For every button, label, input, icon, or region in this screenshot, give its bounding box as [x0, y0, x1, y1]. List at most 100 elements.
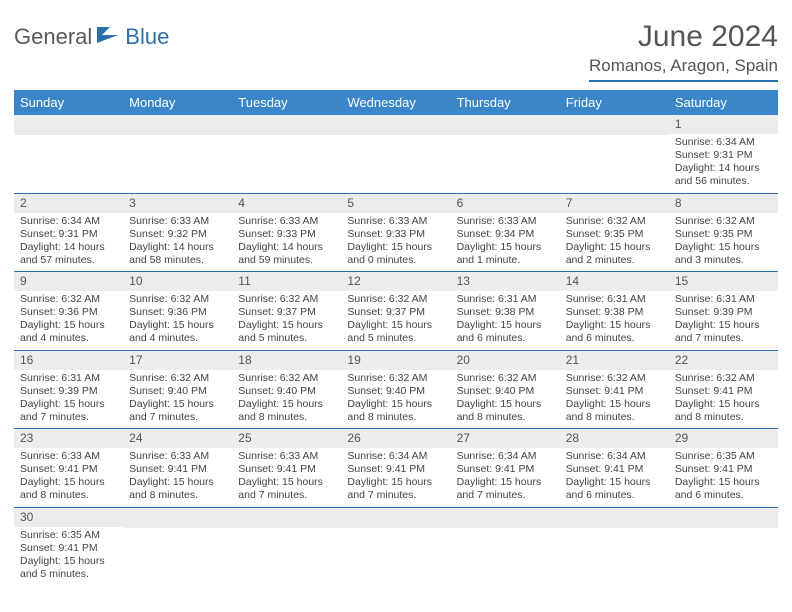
- day-number: [669, 508, 778, 528]
- day-details: Sunrise: 6:32 AMSunset: 9:40 PMDaylight:…: [451, 370, 560, 429]
- sunrise-text: Sunrise: 6:33 AM: [129, 215, 226, 228]
- calendar-day-cell: 30Sunrise: 6:35 AMSunset: 9:41 PMDayligh…: [14, 507, 123, 585]
- calendar-day-cell: 8Sunrise: 6:32 AMSunset: 9:35 PMDaylight…: [669, 193, 778, 272]
- day-number: 25: [232, 429, 341, 448]
- sunrise-text: Sunrise: 6:34 AM: [457, 450, 554, 463]
- day-details: Sunrise: 6:31 AMSunset: 9:39 PMDaylight:…: [14, 370, 123, 429]
- sunset-text: Sunset: 9:34 PM: [457, 228, 554, 241]
- daylight-text: Daylight: 15 hours and 4 minutes.: [129, 319, 226, 345]
- calendar-week-row: 9Sunrise: 6:32 AMSunset: 9:36 PMDaylight…: [14, 272, 778, 351]
- daylight-text: Daylight: 15 hours and 2 minutes.: [566, 241, 663, 267]
- day-number: [341, 115, 450, 135]
- daylight-text: Daylight: 15 hours and 7 minutes.: [238, 476, 335, 502]
- sunset-text: Sunset: 9:33 PM: [347, 228, 444, 241]
- day-details: Sunrise: 6:33 AMSunset: 9:33 PMDaylight:…: [341, 213, 450, 272]
- day-number: 18: [232, 351, 341, 370]
- logo-text-blue: Blue: [125, 24, 169, 50]
- sunrise-text: Sunrise: 6:32 AM: [675, 372, 772, 385]
- calendar-day-cell: 14Sunrise: 6:31 AMSunset: 9:38 PMDayligh…: [560, 272, 669, 351]
- daylight-text: Daylight: 15 hours and 7 minutes.: [457, 476, 554, 502]
- day-number: 29: [669, 429, 778, 448]
- day-details: Sunrise: 6:33 AMSunset: 9:32 PMDaylight:…: [123, 213, 232, 272]
- weekday-header: Saturday: [669, 90, 778, 115]
- calendar-week-row: 30Sunrise: 6:35 AMSunset: 9:41 PMDayligh…: [14, 507, 778, 585]
- day-number: 9: [14, 272, 123, 291]
- day-number: 30: [14, 508, 123, 527]
- day-details: Sunrise: 6:32 AMSunset: 9:40 PMDaylight:…: [341, 370, 450, 429]
- sunset-text: Sunset: 9:37 PM: [347, 306, 444, 319]
- calendar-week-row: 16Sunrise: 6:31 AMSunset: 9:39 PMDayligh…: [14, 350, 778, 429]
- day-details: Sunrise: 6:33 AMSunset: 9:41 PMDaylight:…: [123, 448, 232, 507]
- calendar-day-cell: 18Sunrise: 6:32 AMSunset: 9:40 PMDayligh…: [232, 350, 341, 429]
- sunrise-text: Sunrise: 6:31 AM: [566, 293, 663, 306]
- calendar-day-cell: 20Sunrise: 6:32 AMSunset: 9:40 PMDayligh…: [451, 350, 560, 429]
- sunset-text: Sunset: 9:35 PM: [675, 228, 772, 241]
- daylight-text: Daylight: 14 hours and 58 minutes.: [129, 241, 226, 267]
- sunset-text: Sunset: 9:38 PM: [457, 306, 554, 319]
- sunset-text: Sunset: 9:31 PM: [20, 228, 117, 241]
- logo: General Blue: [14, 24, 169, 50]
- daylight-text: Daylight: 15 hours and 6 minutes.: [457, 319, 554, 345]
- daylight-text: Daylight: 15 hours and 8 minutes.: [566, 398, 663, 424]
- daylight-text: Daylight: 15 hours and 0 minutes.: [347, 241, 444, 267]
- daylight-text: Daylight: 15 hours and 3 minutes.: [675, 241, 772, 267]
- day-details: Sunrise: 6:33 AMSunset: 9:33 PMDaylight:…: [232, 213, 341, 272]
- sunset-text: Sunset: 9:41 PM: [566, 385, 663, 398]
- sunrise-text: Sunrise: 6:31 AM: [675, 293, 772, 306]
- sunrise-text: Sunrise: 6:32 AM: [347, 372, 444, 385]
- day-details: Sunrise: 6:32 AMSunset: 9:41 PMDaylight:…: [669, 370, 778, 429]
- sunset-text: Sunset: 9:41 PM: [20, 542, 117, 555]
- calendar-day-cell: [560, 115, 669, 193]
- sunset-text: Sunset: 9:41 PM: [20, 463, 117, 476]
- calendar-day-cell: 19Sunrise: 6:32 AMSunset: 9:40 PMDayligh…: [341, 350, 450, 429]
- day-number: 17: [123, 351, 232, 370]
- sunrise-text: Sunrise: 6:32 AM: [347, 293, 444, 306]
- sunrise-text: Sunrise: 6:35 AM: [675, 450, 772, 463]
- weekday-header: Sunday: [14, 90, 123, 115]
- day-details: Sunrise: 6:32 AMSunset: 9:41 PMDaylight:…: [560, 370, 669, 429]
- sunrise-text: Sunrise: 6:34 AM: [20, 215, 117, 228]
- sunrise-text: Sunrise: 6:32 AM: [238, 293, 335, 306]
- day-number: 7: [560, 194, 669, 213]
- daylight-text: Daylight: 15 hours and 7 minutes.: [347, 476, 444, 502]
- sunset-text: Sunset: 9:40 PM: [238, 385, 335, 398]
- day-number: 3: [123, 194, 232, 213]
- day-details: Sunrise: 6:34 AMSunset: 9:41 PMDaylight:…: [560, 448, 669, 507]
- day-number: 20: [451, 351, 560, 370]
- daylight-text: Daylight: 15 hours and 5 minutes.: [20, 555, 117, 581]
- day-number: [560, 508, 669, 528]
- sunrise-text: Sunrise: 6:34 AM: [675, 136, 772, 149]
- daylight-text: Daylight: 14 hours and 56 minutes.: [675, 162, 772, 188]
- sunset-text: Sunset: 9:40 PM: [457, 385, 554, 398]
- day-number: 19: [341, 351, 450, 370]
- daylight-text: Daylight: 15 hours and 8 minutes.: [457, 398, 554, 424]
- daylight-text: Daylight: 15 hours and 8 minutes.: [675, 398, 772, 424]
- sunrise-text: Sunrise: 6:32 AM: [457, 372, 554, 385]
- sunset-text: Sunset: 9:41 PM: [566, 463, 663, 476]
- day-number: [451, 508, 560, 528]
- calendar-week-row: 2Sunrise: 6:34 AMSunset: 9:31 PMDaylight…: [14, 193, 778, 272]
- day-details: Sunrise: 6:31 AMSunset: 9:39 PMDaylight:…: [669, 291, 778, 350]
- calendar-day-cell: [123, 115, 232, 193]
- day-number: [232, 508, 341, 528]
- daylight-text: Daylight: 14 hours and 59 minutes.: [238, 241, 335, 267]
- day-details: Sunrise: 6:34 AMSunset: 9:41 PMDaylight:…: [451, 448, 560, 507]
- day-number: 12: [341, 272, 450, 291]
- month-title: June 2024: [589, 20, 778, 54]
- daylight-text: Daylight: 15 hours and 4 minutes.: [20, 319, 117, 345]
- sunset-text: Sunset: 9:31 PM: [675, 149, 772, 162]
- calendar-week-row: 23Sunrise: 6:33 AMSunset: 9:41 PMDayligh…: [14, 429, 778, 508]
- day-number: [14, 115, 123, 135]
- day-number: 28: [560, 429, 669, 448]
- calendar-day-cell: 7Sunrise: 6:32 AMSunset: 9:35 PMDaylight…: [560, 193, 669, 272]
- day-details: Sunrise: 6:32 AMSunset: 9:37 PMDaylight:…: [341, 291, 450, 350]
- daylight-text: Daylight: 14 hours and 57 minutes.: [20, 241, 117, 267]
- logo-text-general: General: [14, 24, 92, 50]
- calendar-day-cell: 12Sunrise: 6:32 AMSunset: 9:37 PMDayligh…: [341, 272, 450, 351]
- sunrise-text: Sunrise: 6:34 AM: [347, 450, 444, 463]
- sunrise-text: Sunrise: 6:32 AM: [129, 372, 226, 385]
- calendar-day-cell: [669, 507, 778, 585]
- calendar-day-cell: 9Sunrise: 6:32 AMSunset: 9:36 PMDaylight…: [14, 272, 123, 351]
- calendar-day-cell: [341, 507, 450, 585]
- sunrise-text: Sunrise: 6:31 AM: [457, 293, 554, 306]
